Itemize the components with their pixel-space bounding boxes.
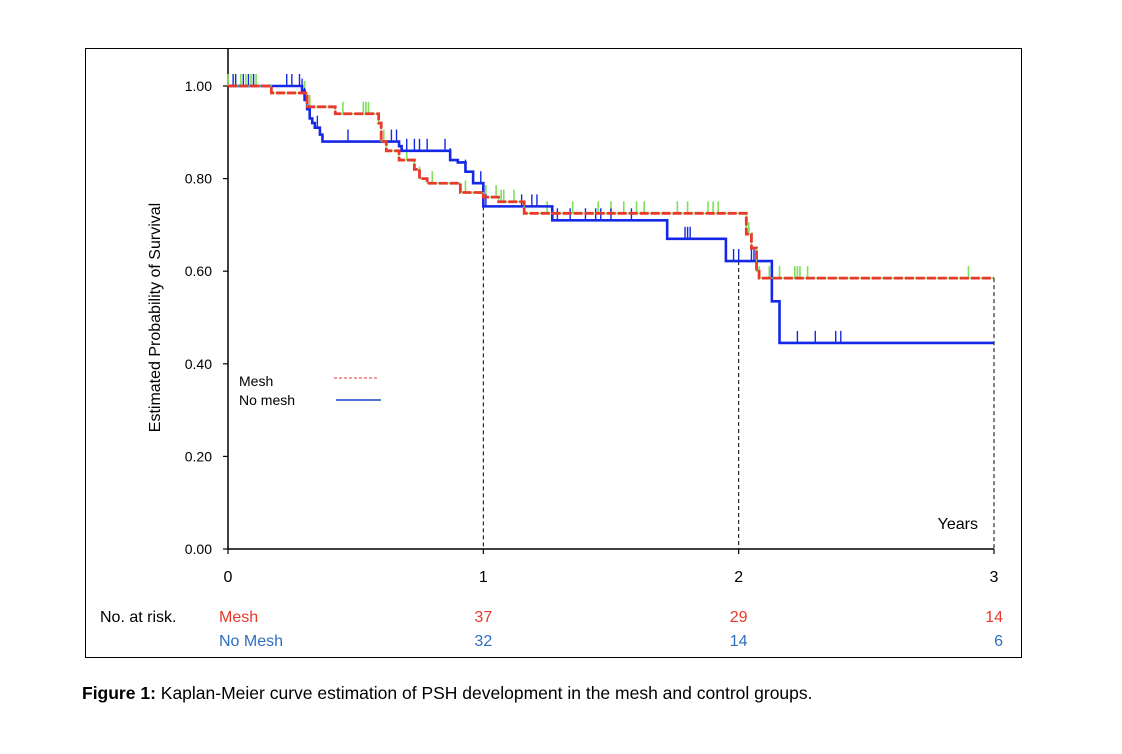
x-tick-label: 3 xyxy=(990,569,999,586)
km-chart: 0.00 0.20 0.40 0.60 0.80 1.00 0 1 2 3 Estimated Pr… xyxy=(100,49,1003,650)
x-tick-label: 2 xyxy=(734,569,743,586)
y-tick-label: 0.40 xyxy=(185,356,212,372)
x-tick-label: 0 xyxy=(224,569,233,586)
series-underlay-mesh xyxy=(228,85,994,279)
figure-caption: Figure 1: Kaplan-Meier curve estimation … xyxy=(82,683,813,704)
y-tick-label: 1.00 xyxy=(185,78,212,94)
y-tick-label: 0.60 xyxy=(185,263,212,279)
series-line-mesh xyxy=(228,84,994,280)
y-tick-label: 0.20 xyxy=(185,448,212,464)
risk-table-value: 29 xyxy=(730,609,748,626)
figure-frame: 0.00 0.20 0.40 0.60 0.80 1.00 0 1 2 3 Estimated Pr… xyxy=(85,48,1022,658)
y-axis-label: Estimated Probability of Survival xyxy=(147,203,164,432)
legend-label-mesh: Mesh xyxy=(239,373,273,389)
risk-table-value: 32 xyxy=(474,633,492,650)
risk-table-label: No. at risk. xyxy=(100,609,176,626)
risk-table-value: 6 xyxy=(994,633,1003,650)
caption-label: Figure 1: xyxy=(82,683,156,703)
risk-table-value: 14 xyxy=(730,633,748,650)
y-tick-label: 0.00 xyxy=(185,541,212,557)
risk-table-group-no-mesh: No Mesh xyxy=(219,633,283,650)
risk-table-value: 14 xyxy=(985,609,1003,626)
risk-table-group-mesh: Mesh xyxy=(219,609,258,626)
x-axis-label: Years xyxy=(938,516,978,533)
caption-text: Kaplan-Meier curve estimation of PSH dev… xyxy=(155,683,813,703)
x-tick-label: 1 xyxy=(479,569,488,586)
y-tick-label: 0.80 xyxy=(185,171,212,187)
legend-label-no-mesh: No mesh xyxy=(239,392,295,408)
risk-table-value: 37 xyxy=(474,609,492,626)
series-line-no-mesh xyxy=(228,84,994,345)
